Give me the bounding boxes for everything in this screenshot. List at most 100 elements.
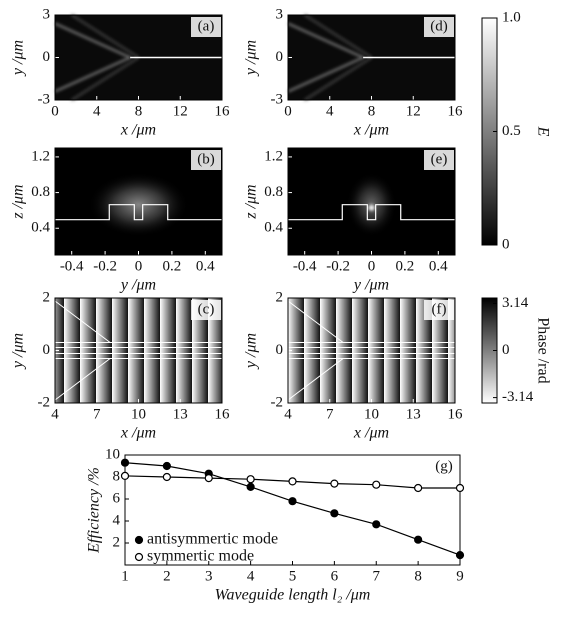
x-tick-label: 2	[163, 568, 171, 584]
x-tick-label: 8	[135, 103, 143, 119]
y-tick-label: 0	[276, 342, 284, 358]
x-tick-label: 10	[364, 406, 379, 422]
guide-edge	[54, 300, 111, 343]
x-tick-label: 7	[373, 568, 381, 584]
y-tick-label: 6	[113, 490, 121, 506]
legend-label: antisymmertic mode	[147, 531, 278, 548]
y-tick-label: 3	[276, 6, 284, 22]
panel-label-box	[191, 17, 221, 37]
y-tick-label: 2	[276, 289, 284, 305]
field-ray	[71, 14, 140, 59]
field-image	[55, 148, 222, 255]
x-tick-label: 12	[173, 103, 188, 119]
x-tick-label: 3	[205, 568, 213, 584]
colorbar-label: E	[534, 126, 551, 137]
x-tick-label: 16	[215, 406, 231, 422]
colorbar-tick-label: 3.14	[502, 295, 529, 311]
point	[372, 480, 381, 489]
field-ray	[304, 56, 373, 101]
y-tick-label: 1.2	[31, 148, 50, 164]
guide-edge	[287, 358, 344, 401]
x-tick-label: 0.2	[396, 258, 415, 274]
y-axis-label: Efficiency /%	[86, 467, 103, 554]
x-tick-label: 4	[93, 103, 101, 119]
x-tick-label: 13	[173, 406, 188, 422]
x-tick-label: 16	[215, 103, 231, 119]
point	[120, 458, 130, 467]
x-tick-label: 5	[289, 568, 297, 584]
field-ray	[287, 22, 364, 59]
x-tick-label: 12	[406, 103, 421, 119]
panel-frame	[54, 147, 223, 256]
x-axis-label: x /μm	[120, 122, 156, 139]
field-ray	[304, 14, 373, 59]
panel-frame	[287, 14, 456, 101]
x-tick-label: 0.2	[163, 258, 182, 274]
x-tick-label: 1	[121, 568, 129, 584]
y-tick-label: -3	[38, 91, 51, 107]
point	[246, 482, 255, 491]
panel-frame	[54, 297, 223, 404]
colorbar-tick-label: 0	[502, 342, 510, 358]
colorbar-tick-label: 0.5	[502, 123, 521, 139]
point	[455, 483, 465, 493]
point	[455, 550, 465, 560]
x-tick-label: 16	[448, 103, 464, 119]
panel-label: (e)	[431, 151, 448, 167]
y-tick-label: 1.2	[264, 148, 283, 164]
x-tick-label: -0.4	[293, 258, 317, 274]
point	[162, 461, 171, 471]
panel-label: (g)	[435, 458, 453, 474]
panel-label-box	[191, 150, 221, 170]
panel-label-box	[191, 300, 221, 320]
point	[414, 483, 423, 493]
panel-label-box	[424, 150, 454, 170]
guide-edge	[54, 358, 111, 401]
x-tick-label: 16	[448, 406, 464, 422]
point	[414, 535, 423, 544]
x-tick-label: 0	[368, 258, 376, 274]
x-tick-label: 0	[51, 103, 59, 119]
colorbar-tick-label: 0	[502, 236, 510, 252]
x-tick-label: 7	[93, 406, 101, 422]
y-tick-label: 4	[113, 512, 121, 528]
x-tick-label: 8	[368, 103, 376, 119]
y-tick-label: 0	[43, 49, 51, 65]
y-tick-label: 0.8	[264, 184, 283, 200]
x-tick-label: 7	[326, 406, 334, 422]
x-axis-label: Waveguide length l₂ /μm	[215, 587, 371, 604]
panel-label: (c)	[198, 301, 215, 317]
point	[162, 472, 171, 482]
field-ray	[71, 56, 140, 101]
field-spot	[368, 204, 375, 211]
y-axis-label: y /μm	[243, 40, 260, 77]
x-tick-label: -0.2	[93, 258, 117, 274]
x-axis-label: x /μm	[353, 122, 389, 139]
x-tick-label: -0.2	[326, 258, 350, 274]
y-tick-label: 3	[43, 6, 51, 22]
y-tick-label: 0	[276, 49, 284, 65]
point	[120, 471, 130, 480]
colorbar-tick-label: -3.14	[502, 389, 534, 405]
x-axis-label: y /μm	[352, 277, 389, 294]
y-tick-label: -2	[271, 394, 284, 410]
x-tick-label: 13	[406, 406, 421, 422]
y-axis-label: y /μm	[243, 333, 260, 370]
panel-frame	[287, 147, 456, 256]
y-axis-label: y /μm	[10, 40, 27, 77]
x-tick-label: 4	[247, 568, 255, 584]
y-tick-label: -2	[38, 394, 51, 410]
y-tick-label: 2	[43, 289, 51, 305]
point	[330, 509, 339, 518]
y-tick-label: 0.4	[264, 220, 283, 236]
x-axis-label: x /μm	[120, 425, 156, 442]
y-tick-label: 0.4	[31, 220, 50, 236]
x-axis-label: y /μm	[119, 277, 156, 294]
field-ray	[54, 22, 131, 59]
field-ray	[287, 56, 364, 93]
point	[288, 477, 297, 486]
y-axis-label: z /μm	[243, 184, 260, 219]
colorbar-label: Phase /rad	[534, 317, 551, 383]
